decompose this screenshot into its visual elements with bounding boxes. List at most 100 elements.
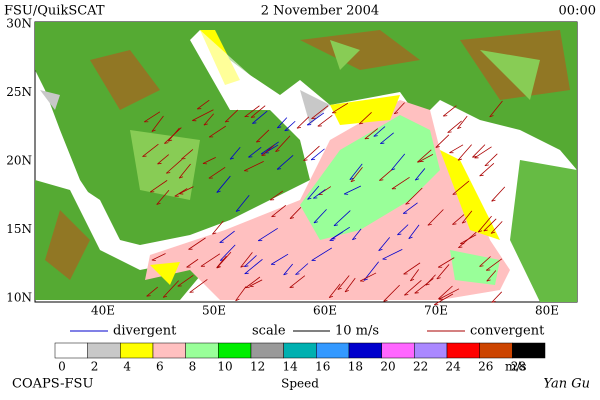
wind-vector-head: [458, 246, 463, 249]
legend-convergent: convergent: [470, 324, 545, 339]
wind-vector-head: [379, 179, 384, 181]
wind-vector-head: [156, 202, 161, 205]
legend: divergent scale 10 m/s convergent: [70, 324, 545, 339]
wind-vector-head: [244, 265, 249, 268]
wind-vector: [249, 279, 263, 287]
wind-vector-head: [311, 158, 316, 161]
wind-vector-head: [216, 190, 221, 193]
colorbar-box: [152, 342, 186, 359]
wind-vector: [166, 159, 183, 174]
colorbar-tick: 14: [283, 360, 299, 374]
footer-right: Yan Gu: [543, 377, 590, 392]
wind-vector: [177, 274, 194, 287]
header-right: 00:00: [559, 4, 596, 19]
header-center: 2 November 2004: [261, 4, 379, 19]
wind-vector: [317, 114, 333, 127]
colorbar-box: [316, 342, 350, 359]
wind-vector-head: [452, 223, 457, 225]
wind-vector: [271, 204, 287, 218]
wind-vector-head: [313, 221, 318, 224]
colorbar-tick: 28: [511, 360, 526, 374]
wind-vector-head: [225, 120, 230, 123]
wind-vector: [373, 126, 386, 137]
wind-vector: [235, 194, 250, 212]
wind-vector-head: [352, 238, 357, 241]
wind-vector: [244, 105, 260, 118]
wind-vector: [474, 146, 492, 159]
wind-vector: [390, 153, 406, 171]
map: [34, 21, 578, 306]
colorbar-box: [250, 342, 284, 359]
wind-vector: [188, 237, 206, 250]
speed-zone: [40, 90, 330, 125]
wind-vector-head: [284, 129, 289, 132]
wind-vector-head: [179, 176, 184, 179]
wind-vector-head: [436, 277, 441, 280]
wind-vector-head: [457, 126, 462, 130]
wind-vector-head: [378, 248, 383, 252]
colorbar-tick: 18: [348, 360, 363, 374]
wind-vector-head: [157, 162, 162, 165]
wind-vector: [311, 105, 329, 119]
wind-vector: [303, 145, 320, 161]
wind-vector: [261, 144, 275, 156]
wind-vector: [332, 102, 349, 114]
wind-vector: [417, 149, 432, 163]
colorbar-box: [512, 342, 546, 359]
wind-vector-head: [289, 217, 294, 219]
wind-vector-head: [443, 115, 448, 117]
wind-vector-head: [349, 177, 354, 181]
wind-vector: [349, 163, 363, 180]
wind-vector-head: [479, 174, 484, 177]
wind-vector: [359, 272, 377, 282]
wind-vector: [245, 276, 261, 289]
speed-zone: [300, 115, 440, 240]
wind-vector: [410, 269, 420, 282]
wind-vector: [329, 231, 344, 241]
wind-vector: [403, 262, 421, 275]
wind-vector-head: [486, 279, 491, 282]
lon-label: 80E: [535, 304, 559, 318]
wind-vector: [150, 180, 168, 193]
wind-vector: [313, 209, 327, 224]
wind-vector-head: [408, 236, 413, 240]
wind-vector: [490, 221, 503, 234]
wind-vector-head: [373, 135, 378, 137]
wind-vector-head: [212, 232, 217, 235]
wind-vector-head: [277, 126, 282, 129]
colorbar-box: [87, 342, 121, 359]
wind-vector: [244, 258, 263, 275]
wind-vector-head: [337, 287, 342, 290]
wind-vector: [260, 141, 279, 155]
wind-vector: [438, 285, 453, 300]
wind-vector: [270, 253, 289, 265]
wind-vector-head: [166, 172, 171, 174]
wind-vector: [284, 120, 296, 131]
wind-vector: [311, 247, 333, 261]
wind-vector: [436, 264, 450, 280]
wind-vector: [197, 99, 210, 110]
wind-vector: [229, 147, 241, 160]
lat-label: 15N: [6, 222, 32, 236]
colorbar-box: [348, 342, 382, 359]
colorbar-box: [381, 342, 415, 359]
wind-vector: [157, 154, 169, 165]
wind-vector: [200, 253, 221, 267]
wind-vector: [438, 288, 460, 300]
wind-vector: [219, 230, 235, 243]
wind-vector: [419, 154, 434, 162]
gulf: [200, 30, 270, 105]
wind-vector-head: [410, 278, 415, 282]
wind-vector: [363, 261, 379, 281]
wind-vector-head: [307, 197, 312, 200]
wind-vector: [383, 284, 400, 302]
lon-label: 50E: [202, 304, 226, 318]
legend-scale-value: 10 m/s: [335, 324, 379, 339]
wind-vector-head: [235, 209, 240, 212]
wind-vector-head: [405, 202, 410, 205]
wind-vector: [174, 188, 188, 197]
wind-vector: [491, 186, 506, 202]
wind-vector-head: [333, 224, 338, 227]
colorbar-box: [283, 342, 317, 359]
wind-vector: [289, 207, 302, 219]
